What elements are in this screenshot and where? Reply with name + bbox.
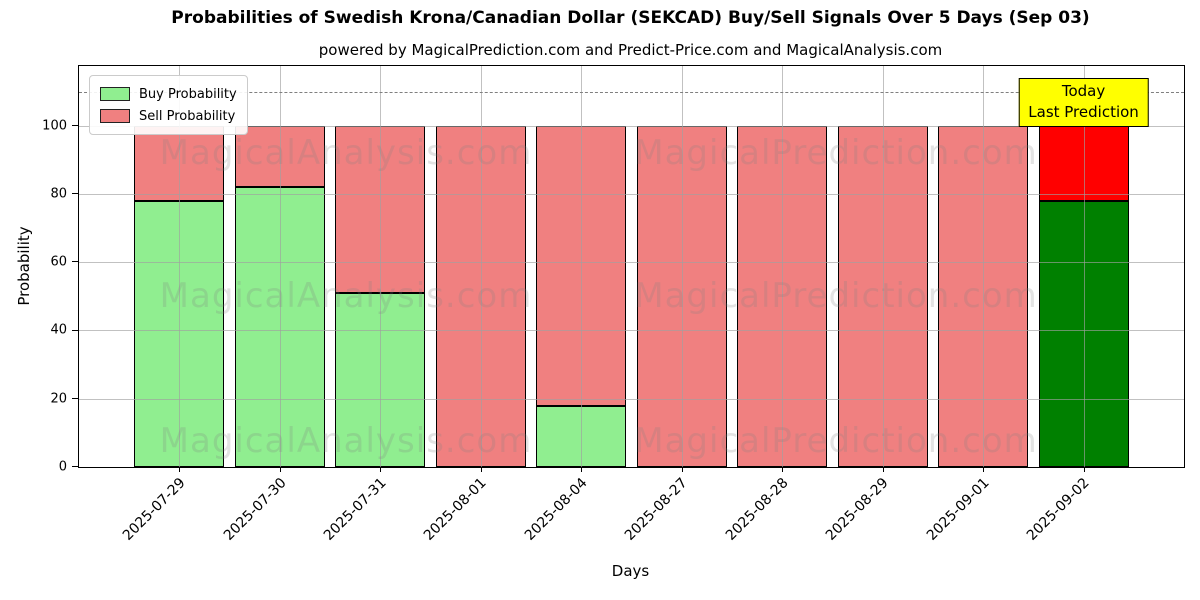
watermark-text: MagicalAnalysis.com [159,421,533,461]
v-gridline [581,66,583,467]
h-gridline [79,330,1184,332]
legend: Buy Probability Sell Probability [89,75,248,135]
y-tick-label: 60 [50,254,67,270]
y-tick-mark [72,124,79,126]
x-tick-label: 2025-08-27 [622,475,692,544]
legend-item-buy: Buy Probability [100,83,237,105]
dashed-threshold-line [79,91,1184,93]
v-gridline [782,66,784,467]
watermark-text: MagicalPrediction.com [634,133,1038,173]
today-annotation-line1: Today [1061,82,1106,100]
watermark-text: MagicalAnalysis.com [159,276,533,316]
x-tick-label: 2025-09-02 [1023,475,1093,544]
x-tick-label: 2025-08-29 [823,475,892,544]
y-tick-label: 40 [50,322,67,338]
x-tick-label: 2025-07-31 [320,475,390,544]
legend-label-sell: Sell Probability [139,108,236,124]
watermark-text: MagicalPrediction.com [634,421,1038,461]
chart-title: Probabilities of Swedish Krona/Canadian … [171,8,1090,28]
legend-label-buy: Buy Probability [139,86,237,102]
watermark-text: MagicalAnalysis.com [159,133,533,173]
y-tick-mark [72,329,79,331]
x-tick-mark [581,467,583,472]
v-gridline [179,66,181,467]
y-tick-label: 20 [50,391,67,407]
y-tick-label: 100 [42,118,67,134]
y-tick-mark [72,397,79,399]
x-tick-label: 2025-08-04 [521,475,591,544]
v-gridline [380,66,382,467]
v-gridline [480,66,482,467]
legend-swatch-buy-icon [100,87,130,101]
v-gridline [882,66,884,467]
x-tick-label: 2025-08-01 [421,475,491,544]
watermark-text: MagicalPrediction.com [634,276,1038,316]
y-tick-label: 80 [50,186,67,202]
x-tick-label: 2025-07-30 [220,475,290,544]
x-tick-label: 2025-08-28 [722,475,792,544]
v-gridline [681,66,683,467]
h-gridline [79,262,1184,264]
x-tick-label: 2025-09-01 [923,475,993,544]
x-tick-mark [380,467,382,472]
chart-subtitle: powered by MagicalPrediction.com and Pre… [318,41,943,59]
x-tick-mark [882,467,884,472]
plot-area: Buy Probability Sell Probability Today L… [42,65,1185,544]
x-tick-mark [1083,467,1085,472]
h-gridline [79,193,1184,195]
x-tick-mark [983,467,985,472]
legend-item-sell: Sell Probability [100,105,237,127]
y-tick-mark [72,261,79,263]
x-tick-mark [279,467,281,472]
legend-swatch-sell-icon [100,109,130,123]
v-gridline [1083,66,1085,467]
x-tick-label: 2025-07-29 [119,475,189,544]
h-gridline [79,125,1184,127]
y-tick-mark [72,466,79,468]
y-tick-mark [72,193,79,195]
today-annotation: Today Last Prediction [1018,78,1149,127]
today-annotation-line2: Last Prediction [1028,103,1139,122]
y-tick-label: 0 [58,459,67,475]
v-gridline [279,66,281,467]
x-axis-label: Days [611,562,650,580]
x-tick-mark [179,467,181,472]
x-tick-mark [480,467,482,472]
x-tick-mark [681,467,683,472]
h-gridline [79,398,1184,400]
y-axis-label: Probability [15,226,33,306]
x-tick-mark [782,467,784,472]
v-gridline [983,66,985,467]
